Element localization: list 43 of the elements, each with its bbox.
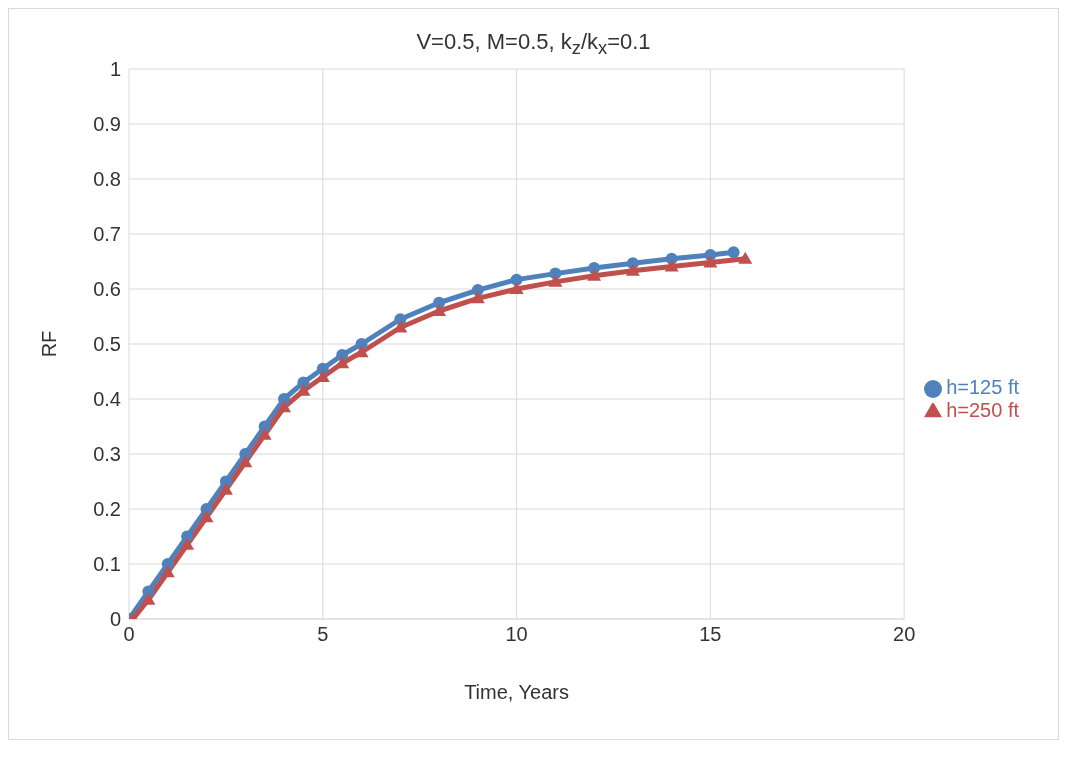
- point: [727, 246, 740, 259]
- point: [703, 255, 718, 268]
- x-axis-title: Time, Years: [464, 681, 570, 704]
- y-tick-label: 0.4: [93, 388, 121, 411]
- point: [738, 252, 753, 265]
- point: [296, 384, 311, 397]
- legend-label: h=250 ft: [946, 399, 1019, 422]
- y-tick-label: 0.9: [93, 113, 121, 136]
- point: [470, 291, 485, 304]
- y-tick-label: 0.3: [93, 443, 121, 466]
- y-tick-label: 0.6: [93, 278, 121, 301]
- y-axis-title: RF: [38, 331, 61, 358]
- point: [432, 304, 447, 317]
- chart-title: V=0.5, M=0.5, k$_{z}$/k$_{x}$=0.1: [415, 28, 652, 60]
- point: [218, 483, 233, 496]
- y-tick-label: 0.1: [93, 553, 121, 576]
- x-tick-label: 15: [699, 623, 722, 646]
- y-tick-label: 0.7: [93, 223, 121, 246]
- legend-label: h=125 ft: [946, 376, 1019, 399]
- point: [471, 284, 484, 297]
- x-tick-label: 10: [505, 623, 528, 646]
- point: [548, 275, 563, 288]
- point: [257, 428, 272, 441]
- y-tick-label: 0: [109, 608, 121, 631]
- point: [625, 264, 640, 277]
- point: [335, 356, 350, 369]
- x-tick-label: 20: [893, 623, 916, 646]
- point: [199, 510, 214, 523]
- point: [238, 455, 253, 468]
- y-tick-label: 0.5: [93, 333, 121, 356]
- y-tick-label: 1: [109, 58, 121, 81]
- point: [510, 274, 523, 287]
- point: [587, 269, 602, 282]
- point: [664, 259, 679, 272]
- point: [509, 282, 524, 295]
- x-tick-label: 0: [123, 623, 135, 646]
- y-tick-label: 0.8: [93, 168, 121, 191]
- point: [160, 565, 175, 578]
- point: [141, 593, 156, 606]
- x-tick-label: 5: [317, 623, 329, 646]
- y-tick-label: 0.2: [93, 498, 121, 521]
- point: [277, 400, 292, 413]
- point: [180, 538, 195, 551]
